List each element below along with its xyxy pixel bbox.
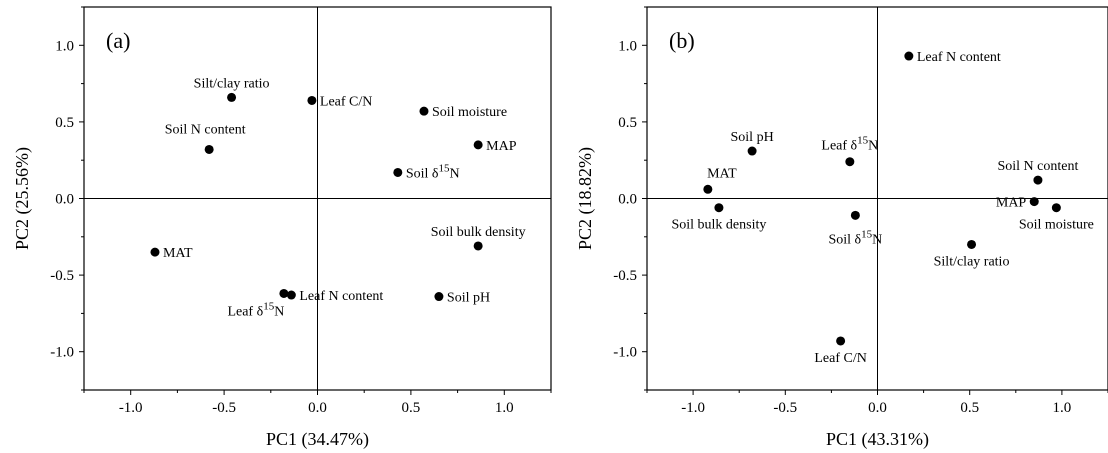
y-axis-title: PC2 (25.56%) <box>12 147 33 250</box>
data-point <box>286 290 296 300</box>
data-point <box>714 203 724 213</box>
point-label: Silt/clay ratio <box>194 76 270 91</box>
x-tick-label: 1.0 <box>495 400 514 416</box>
x-tick-label: -1.0 <box>681 400 705 416</box>
point-label: Soil bulk density <box>431 225 526 240</box>
point-label: Soil N content <box>165 122 246 137</box>
data-point <box>393 167 403 177</box>
point-label: Soil N content <box>997 159 1078 174</box>
panel-label: (a) <box>106 28 130 53</box>
y-tick-label: 0.0 <box>618 192 637 208</box>
x-axis-title: PC1 (34.47%) <box>266 429 369 450</box>
y-tick-label: -0.5 <box>50 268 74 284</box>
x-tick-label: 0.0 <box>868 400 887 416</box>
point-label: Leaf C/N <box>814 351 866 366</box>
point-label: Soil pH <box>731 130 774 145</box>
point-label: MAT <box>707 166 737 181</box>
panel-b: -1.0 -0.5 0.0 0.5 1.0 -1.0 -0.5 0.0 0.5 1.0 PC1 (4… <box>575 6 1108 450</box>
y-tick-label: 0.5 <box>55 115 74 131</box>
data-point <box>227 92 237 102</box>
data-point <box>836 336 846 346</box>
point-label: MAT <box>163 246 193 261</box>
data-point <box>307 95 317 105</box>
point-label: Leaf δ15N <box>227 300 284 319</box>
y-axis-title: PC2 (18.82%) <box>575 147 596 250</box>
data-point <box>1051 203 1061 213</box>
y-tick-label: -1.0 <box>50 345 74 361</box>
y-tick-label: 0.0 <box>55 192 74 208</box>
point-label: Silt/clay ratio <box>934 254 1010 269</box>
point-label: Soil moisture <box>432 105 507 120</box>
data-point <box>279 288 289 298</box>
x-tick-label: -1.0 <box>119 400 143 416</box>
x-tick-label: 0.0 <box>308 400 327 416</box>
point-label: Leaf N content <box>917 50 1001 65</box>
panel-a: -1.0 -0.5 0.0 0.5 1.0 -1.0 -0.5 0.0 0.5 1.0 PC1 (3… <box>12 6 552 450</box>
point-label: MAP <box>996 196 1027 211</box>
point-label: Leaf N content <box>299 289 383 304</box>
point-label: MAP <box>486 139 517 154</box>
y-tick-label: -1.0 <box>613 345 637 361</box>
x-tick-label: -0.5 <box>212 400 236 416</box>
x-axis-title: PC1 (43.31%) <box>826 429 929 450</box>
panel-label: (b) <box>669 28 695 53</box>
data-point <box>1029 197 1039 207</box>
x-tick-label: 1.0 <box>1053 400 1072 416</box>
x-tick-label: 0.5 <box>960 400 979 416</box>
x-tick-label: -0.5 <box>773 400 797 416</box>
data-point <box>473 241 483 251</box>
data-point <box>845 157 855 167</box>
data-point <box>204 144 214 154</box>
data-point <box>703 184 713 194</box>
point-label: Leaf δ15N <box>821 135 878 154</box>
point-label: Leaf C/N <box>320 94 372 109</box>
x-tick-label: 0.5 <box>402 400 421 416</box>
data-point <box>150 247 160 257</box>
y-tick-label: -0.5 <box>613 268 637 284</box>
y-tick-label: 1.0 <box>618 38 637 54</box>
data-point <box>904 51 914 61</box>
data-point <box>419 106 429 116</box>
point-label: Soil pH <box>447 291 490 306</box>
point-label: Soil bulk density <box>671 218 766 233</box>
y-tick-label: 0.5 <box>618 115 637 131</box>
data-point <box>967 239 977 249</box>
data-point <box>850 210 860 220</box>
data-point <box>434 292 444 302</box>
data-point <box>473 140 483 150</box>
point-label: Soil δ15N <box>406 162 460 181</box>
point-label: Soil δ15N <box>828 228 882 247</box>
data-point <box>1033 175 1043 185</box>
point-label: Soil moisture <box>1019 218 1094 233</box>
data-point <box>747 146 757 156</box>
y-tick-label: 1.0 <box>55 38 74 54</box>
